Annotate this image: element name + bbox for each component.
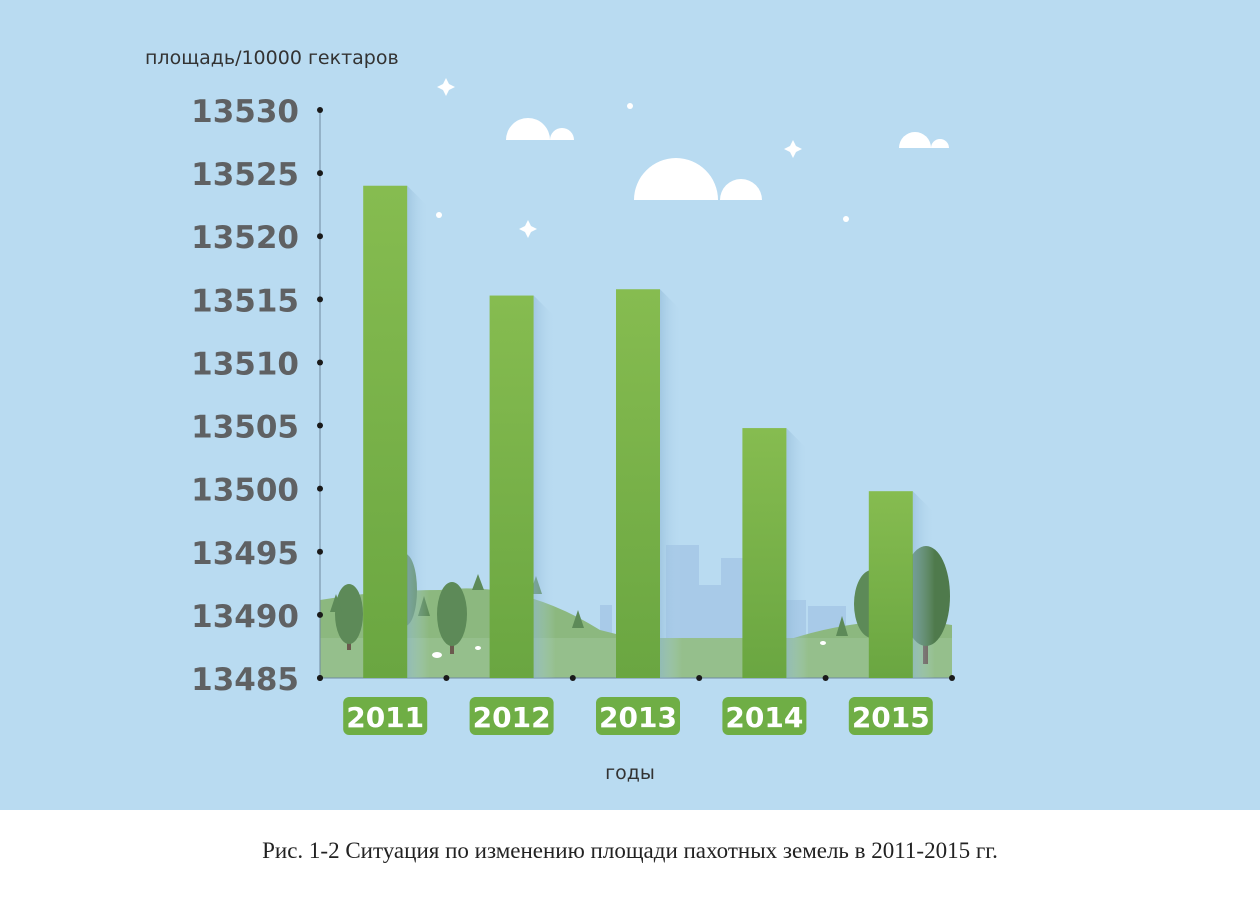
y-tick-dot bbox=[317, 611, 323, 618]
y-tick-label: 13510 bbox=[191, 346, 299, 382]
x-tick-label-bg bbox=[343, 697, 428, 735]
bar-2013 bbox=[616, 289, 660, 678]
y-tick-dot bbox=[317, 359, 323, 366]
bar-chart: 13530 13525 13520 13515 13510 13505 13500 13495… bbox=[145, 47, 955, 784]
x-tick-label-bg bbox=[596, 697, 680, 735]
x-axis-dot bbox=[317, 675, 323, 681]
x-tick-label-bg bbox=[722, 697, 807, 735]
y-tick-label: 13495 bbox=[191, 536, 299, 572]
x-axis-dot bbox=[696, 675, 703, 681]
y-ticks: 13530 13525 13520 13515 13510 13505 13500 13495… bbox=[191, 94, 323, 698]
x-tick-label-2013: 2013 bbox=[596, 697, 680, 735]
axes: 13530 13525 13520 13515 13510 13505 13500 13495… bbox=[191, 94, 955, 698]
y-tick-label: 13515 bbox=[191, 283, 299, 319]
x-tick-label-text: 2014 bbox=[725, 701, 803, 734]
cloud-icon bbox=[634, 158, 762, 200]
bar-shadow bbox=[660, 289, 682, 678]
stone-icon bbox=[432, 641, 826, 658]
bar-2011 bbox=[363, 185, 408, 678]
x-axis-title: годы bbox=[605, 762, 655, 784]
figure-caption: Рис. 1-2 Ситуация по изменению площади п… bbox=[262, 838, 998, 863]
x-axis-dot bbox=[822, 675, 829, 681]
x-axis-dot bbox=[443, 675, 450, 681]
bars bbox=[363, 185, 935, 678]
bar-2012 bbox=[489, 295, 534, 678]
y-tick-label: 13490 bbox=[191, 599, 299, 635]
y-tick-label: 13505 bbox=[191, 410, 299, 446]
y-axis-title: площадь/10000 гектаров bbox=[145, 47, 399, 69]
y-tick-label: 13500 bbox=[191, 473, 299, 509]
cloud-icon bbox=[899, 132, 949, 148]
sparkle-icon bbox=[436, 78, 849, 238]
bar-shadow bbox=[407, 185, 430, 678]
tree-icon bbox=[335, 584, 363, 650]
y-tick-dot bbox=[317, 485, 323, 492]
sky-decoration bbox=[436, 78, 949, 238]
x-tick-label-bg bbox=[469, 697, 554, 735]
x-tick-label-text: 2015 bbox=[852, 701, 930, 734]
cloud-icon bbox=[506, 118, 574, 140]
x-tick-labels: 2011 2012 2013 2014 2015 bbox=[343, 697, 933, 735]
y-tick-dot bbox=[317, 170, 323, 177]
x-tick-label-2014: 2014 bbox=[722, 697, 807, 735]
tree-icon bbox=[437, 582, 467, 654]
y-tick-label: 13520 bbox=[191, 220, 299, 256]
chart-panel: 13530 13525 13520 13515 13510 13505 13500 13495… bbox=[0, 0, 1260, 810]
x-axis-dot bbox=[569, 675, 576, 681]
x-tick-label-2015: 2015 bbox=[848, 697, 933, 735]
x-tick-label-bg bbox=[848, 697, 933, 735]
x-tick-label-2012: 2012 bbox=[469, 697, 554, 735]
y-tick-dot bbox=[317, 233, 323, 240]
x-axis-dot bbox=[949, 675, 955, 681]
y-tick-dot bbox=[317, 548, 323, 555]
x-tick-label-text: 2012 bbox=[473, 701, 551, 734]
bar-shadow bbox=[533, 295, 556, 678]
x-axis-dots bbox=[317, 675, 955, 681]
y-tick-dot bbox=[317, 107, 323, 113]
bar-2014 bbox=[742, 428, 787, 678]
bar-shadow bbox=[786, 428, 809, 678]
y-tick-label: 13485 bbox=[191, 662, 299, 698]
y-tick-dot bbox=[317, 296, 323, 303]
bar-shadow bbox=[912, 491, 935, 678]
x-tick-label-text: 2011 bbox=[346, 701, 424, 734]
y-tick-label: 13530 bbox=[191, 94, 299, 130]
y-tick-dot bbox=[317, 422, 323, 429]
bar-2015 bbox=[868, 491, 913, 678]
x-tick-label-text: 2013 bbox=[599, 701, 677, 734]
y-tick-label: 13525 bbox=[191, 157, 299, 193]
x-tick-label-2011: 2011 bbox=[343, 697, 428, 735]
